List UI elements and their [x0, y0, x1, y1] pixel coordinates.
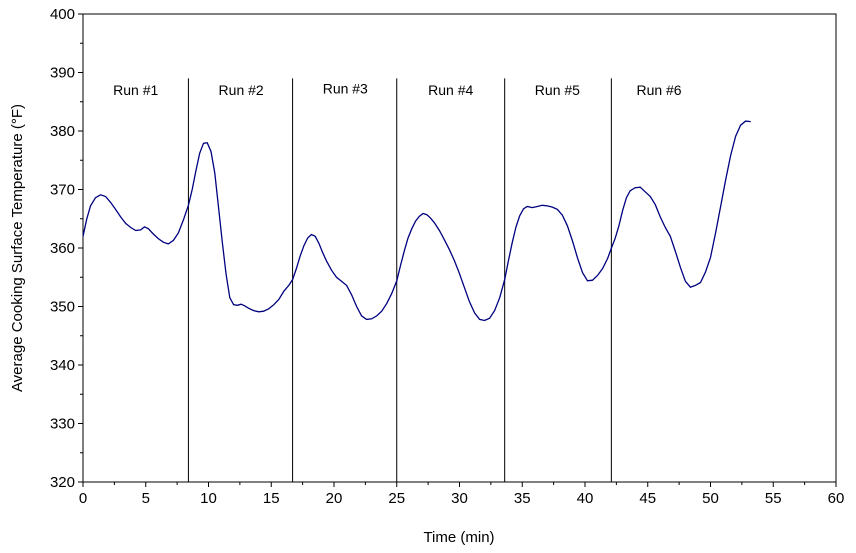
x-tick-label: 20 — [326, 490, 343, 507]
x-tick-label: 0 — [79, 490, 87, 507]
x-tick-label: 60 — [828, 490, 845, 507]
run-labels: Run #1 Run #2 Run #3 Run #4 Run #5 Run #6 — [113, 80, 682, 98]
y-tick-label: 360 — [50, 240, 75, 257]
x-tick-label: 40 — [577, 490, 594, 507]
run-label: Run #4 — [428, 82, 473, 98]
y-tick-label: 370 — [50, 182, 75, 199]
x-axis: 0 5 10 15 20 25 30 35 40 45 50 55 60 — [79, 482, 845, 507]
x-tick-label: 25 — [388, 490, 405, 507]
y-axis-title: Average Cooking Surface Temperature (°F) — [9, 104, 26, 392]
y-tick-label: 350 — [50, 299, 75, 316]
x-tick-label: 35 — [514, 490, 531, 507]
plot-area — [82, 13, 837, 483]
x-axis-title: Time (min) — [423, 529, 494, 546]
run-label: Run #3 — [323, 80, 368, 96]
y-tick-label: 390 — [50, 65, 75, 82]
run-label: Run #6 — [636, 82, 681, 98]
y-tick-label: 330 — [50, 416, 75, 433]
x-tick-label: 5 — [142, 490, 150, 507]
y-axis: 320 330 340 350 360 370 380 390 400 — [50, 6, 83, 491]
y-tick-label: 340 — [50, 357, 75, 374]
x-tick-label: 15 — [263, 490, 280, 507]
x-tick-label: 55 — [765, 490, 782, 507]
x-tick-label: 50 — [702, 490, 719, 507]
x-tick-label: 45 — [639, 490, 656, 507]
x-tick-label: 10 — [200, 490, 217, 507]
run-label: Run #2 — [219, 82, 264, 98]
y-tick-label: 320 — [50, 474, 75, 491]
temperature-series-line — [82, 120, 751, 322]
run-label: Run #5 — [535, 82, 580, 98]
y-tick-label: 400 — [50, 6, 75, 23]
x-tick-label: 30 — [451, 490, 468, 507]
run-label: Run #1 — [113, 82, 158, 98]
y-tick-label: 380 — [50, 123, 75, 140]
